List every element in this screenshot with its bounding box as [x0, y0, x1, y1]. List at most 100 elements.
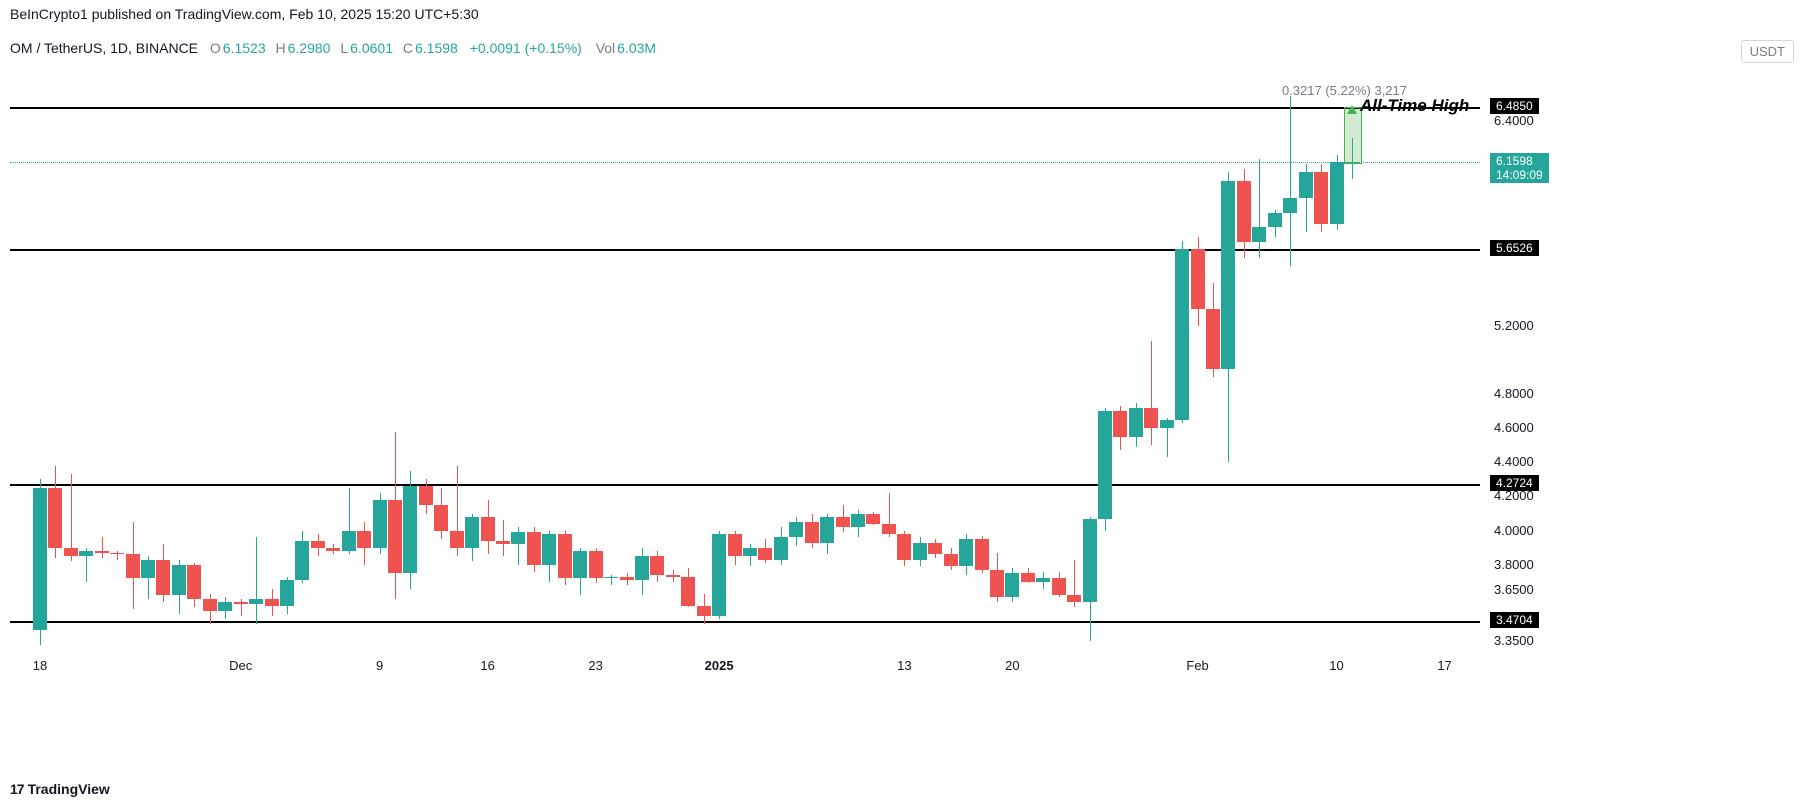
candle-body[interactable]	[1052, 578, 1066, 595]
horizontal-line[interactable]	[10, 484, 1480, 486]
candle-body[interactable]	[403, 486, 417, 573]
candle-body[interactable]	[1330, 162, 1344, 223]
candle-body[interactable]	[728, 534, 742, 556]
candle-body[interactable]	[1191, 249, 1205, 309]
candle-body[interactable]	[249, 599, 263, 604]
candle-body[interactable]	[604, 577, 618, 579]
candle-body[interactable]	[48, 488, 62, 548]
candle-body[interactable]	[481, 517, 495, 541]
price-chart[interactable]: 0.3217 (5.22%) 3,217All-Time High	[10, 70, 1480, 650]
candle-body[interactable]	[64, 548, 78, 557]
candle-body[interactable]	[326, 548, 340, 551]
candle-body[interactable]	[218, 602, 232, 611]
candle-body[interactable]	[203, 599, 217, 611]
candle-body[interactable]	[650, 556, 664, 575]
candle-body[interactable]	[141, 560, 155, 579]
candle-body[interactable]	[1175, 249, 1189, 420]
candle-body[interactable]	[126, 554, 140, 578]
time-axis[interactable]: 18Dec9162320251320Feb1017	[10, 655, 1480, 685]
candle-body[interactable]	[851, 514, 865, 528]
candle-body[interactable]	[79, 551, 93, 556]
symbol-name[interactable]: OM / TetherUS, 1D, BINANCE	[10, 40, 198, 56]
candle-body[interactable]	[95, 551, 109, 553]
candle-body[interactable]	[820, 517, 834, 543]
candle-body[interactable]	[1083, 519, 1097, 603]
candle-body[interactable]	[866, 514, 880, 524]
candle-body[interactable]	[666, 575, 680, 577]
candle-body[interactable]	[558, 534, 572, 578]
candle-body[interactable]	[913, 543, 927, 560]
candle-body[interactable]	[1113, 411, 1127, 437]
candle-body[interactable]	[434, 505, 448, 531]
candle-body[interactable]	[897, 534, 911, 560]
x-axis-tick: 13	[897, 658, 911, 673]
candle-body[interactable]	[156, 560, 170, 596]
horizontal-line[interactable]	[10, 107, 1480, 109]
candle-body[interactable]	[265, 599, 279, 606]
candle-body[interactable]	[342, 531, 356, 551]
candle-body[interactable]	[172, 565, 186, 596]
candle-body[interactable]	[990, 570, 1004, 597]
candle-body[interactable]	[1252, 227, 1266, 242]
candle-body[interactable]	[789, 522, 803, 537]
candle-body[interactable]	[697, 606, 711, 616]
quote-currency-badge[interactable]: USDT	[1741, 40, 1794, 63]
candle-body[interactable]	[681, 577, 695, 606]
candle-body[interactable]	[1237, 181, 1251, 242]
candle-body[interactable]	[1268, 213, 1282, 227]
candle-body[interactable]	[573, 551, 587, 578]
candle-body[interactable]	[527, 532, 541, 564]
candle-body[interactable]	[465, 517, 479, 548]
candle-body[interactable]	[450, 531, 464, 548]
candle-body[interactable]	[110, 553, 124, 555]
candle-body[interactable]	[187, 565, 201, 599]
candle-body[interactable]	[959, 539, 973, 566]
candle-body[interactable]	[1314, 172, 1328, 223]
candle-body[interactable]	[1283, 198, 1297, 213]
candle-body[interactable]	[975, 539, 989, 570]
candle-body[interactable]	[589, 551, 603, 578]
candle-body[interactable]	[1021, 573, 1035, 582]
price-axis[interactable]: 6.48505.65264.27243.47046.159814:09:093.…	[1490, 70, 1550, 650]
candle-body[interactable]	[1067, 595, 1081, 602]
candle-body[interactable]	[511, 532, 525, 544]
candle-body[interactable]	[373, 500, 387, 548]
candle-body[interactable]	[712, 534, 726, 616]
candle-body[interactable]	[542, 534, 556, 565]
y-axis-tick: 4.0000	[1494, 523, 1534, 538]
candle-body[interactable]	[944, 554, 958, 566]
candle-body[interactable]	[1299, 172, 1313, 198]
candle-body[interactable]	[635, 556, 649, 580]
y-axis-tick: 4.4000	[1494, 454, 1534, 469]
candle-body[interactable]	[311, 541, 325, 548]
candle-body[interactable]	[805, 522, 819, 542]
candle-body[interactable]	[620, 577, 634, 580]
candle-body[interactable]	[882, 524, 896, 534]
price-line-label: 6.4850	[1490, 98, 1539, 114]
candle-body[interactable]	[1160, 420, 1174, 429]
candle-body[interactable]	[33, 488, 47, 630]
candle-body[interactable]	[280, 580, 294, 606]
candle-body[interactable]	[836, 517, 850, 527]
candle-body[interactable]	[1036, 578, 1050, 581]
candle-body[interactable]	[357, 531, 371, 548]
candle-body[interactable]	[419, 486, 433, 505]
candle-body[interactable]	[1129, 408, 1143, 437]
candle-body[interactable]	[1098, 411, 1112, 518]
publish-date: Feb 10, 2025 15:20 UTC+5:30	[289, 6, 479, 22]
candle-body[interactable]	[496, 541, 510, 544]
candle-body[interactable]	[743, 548, 757, 557]
candle-body[interactable]	[774, 537, 788, 559]
horizontal-line[interactable]	[10, 621, 1480, 623]
y-axis-tick: 3.8000	[1494, 557, 1534, 572]
candle-body[interactable]	[1005, 573, 1019, 597]
candle-body[interactable]	[1206, 309, 1220, 369]
candle-body[interactable]	[1221, 181, 1235, 369]
candle-body[interactable]	[928, 543, 942, 555]
candle-body[interactable]	[295, 541, 309, 580]
candle-wick	[1290, 96, 1291, 267]
candle-body[interactable]	[234, 602, 248, 604]
candle-body[interactable]	[1144, 408, 1158, 428]
candle-body[interactable]	[388, 500, 402, 573]
candle-body[interactable]	[758, 548, 772, 560]
